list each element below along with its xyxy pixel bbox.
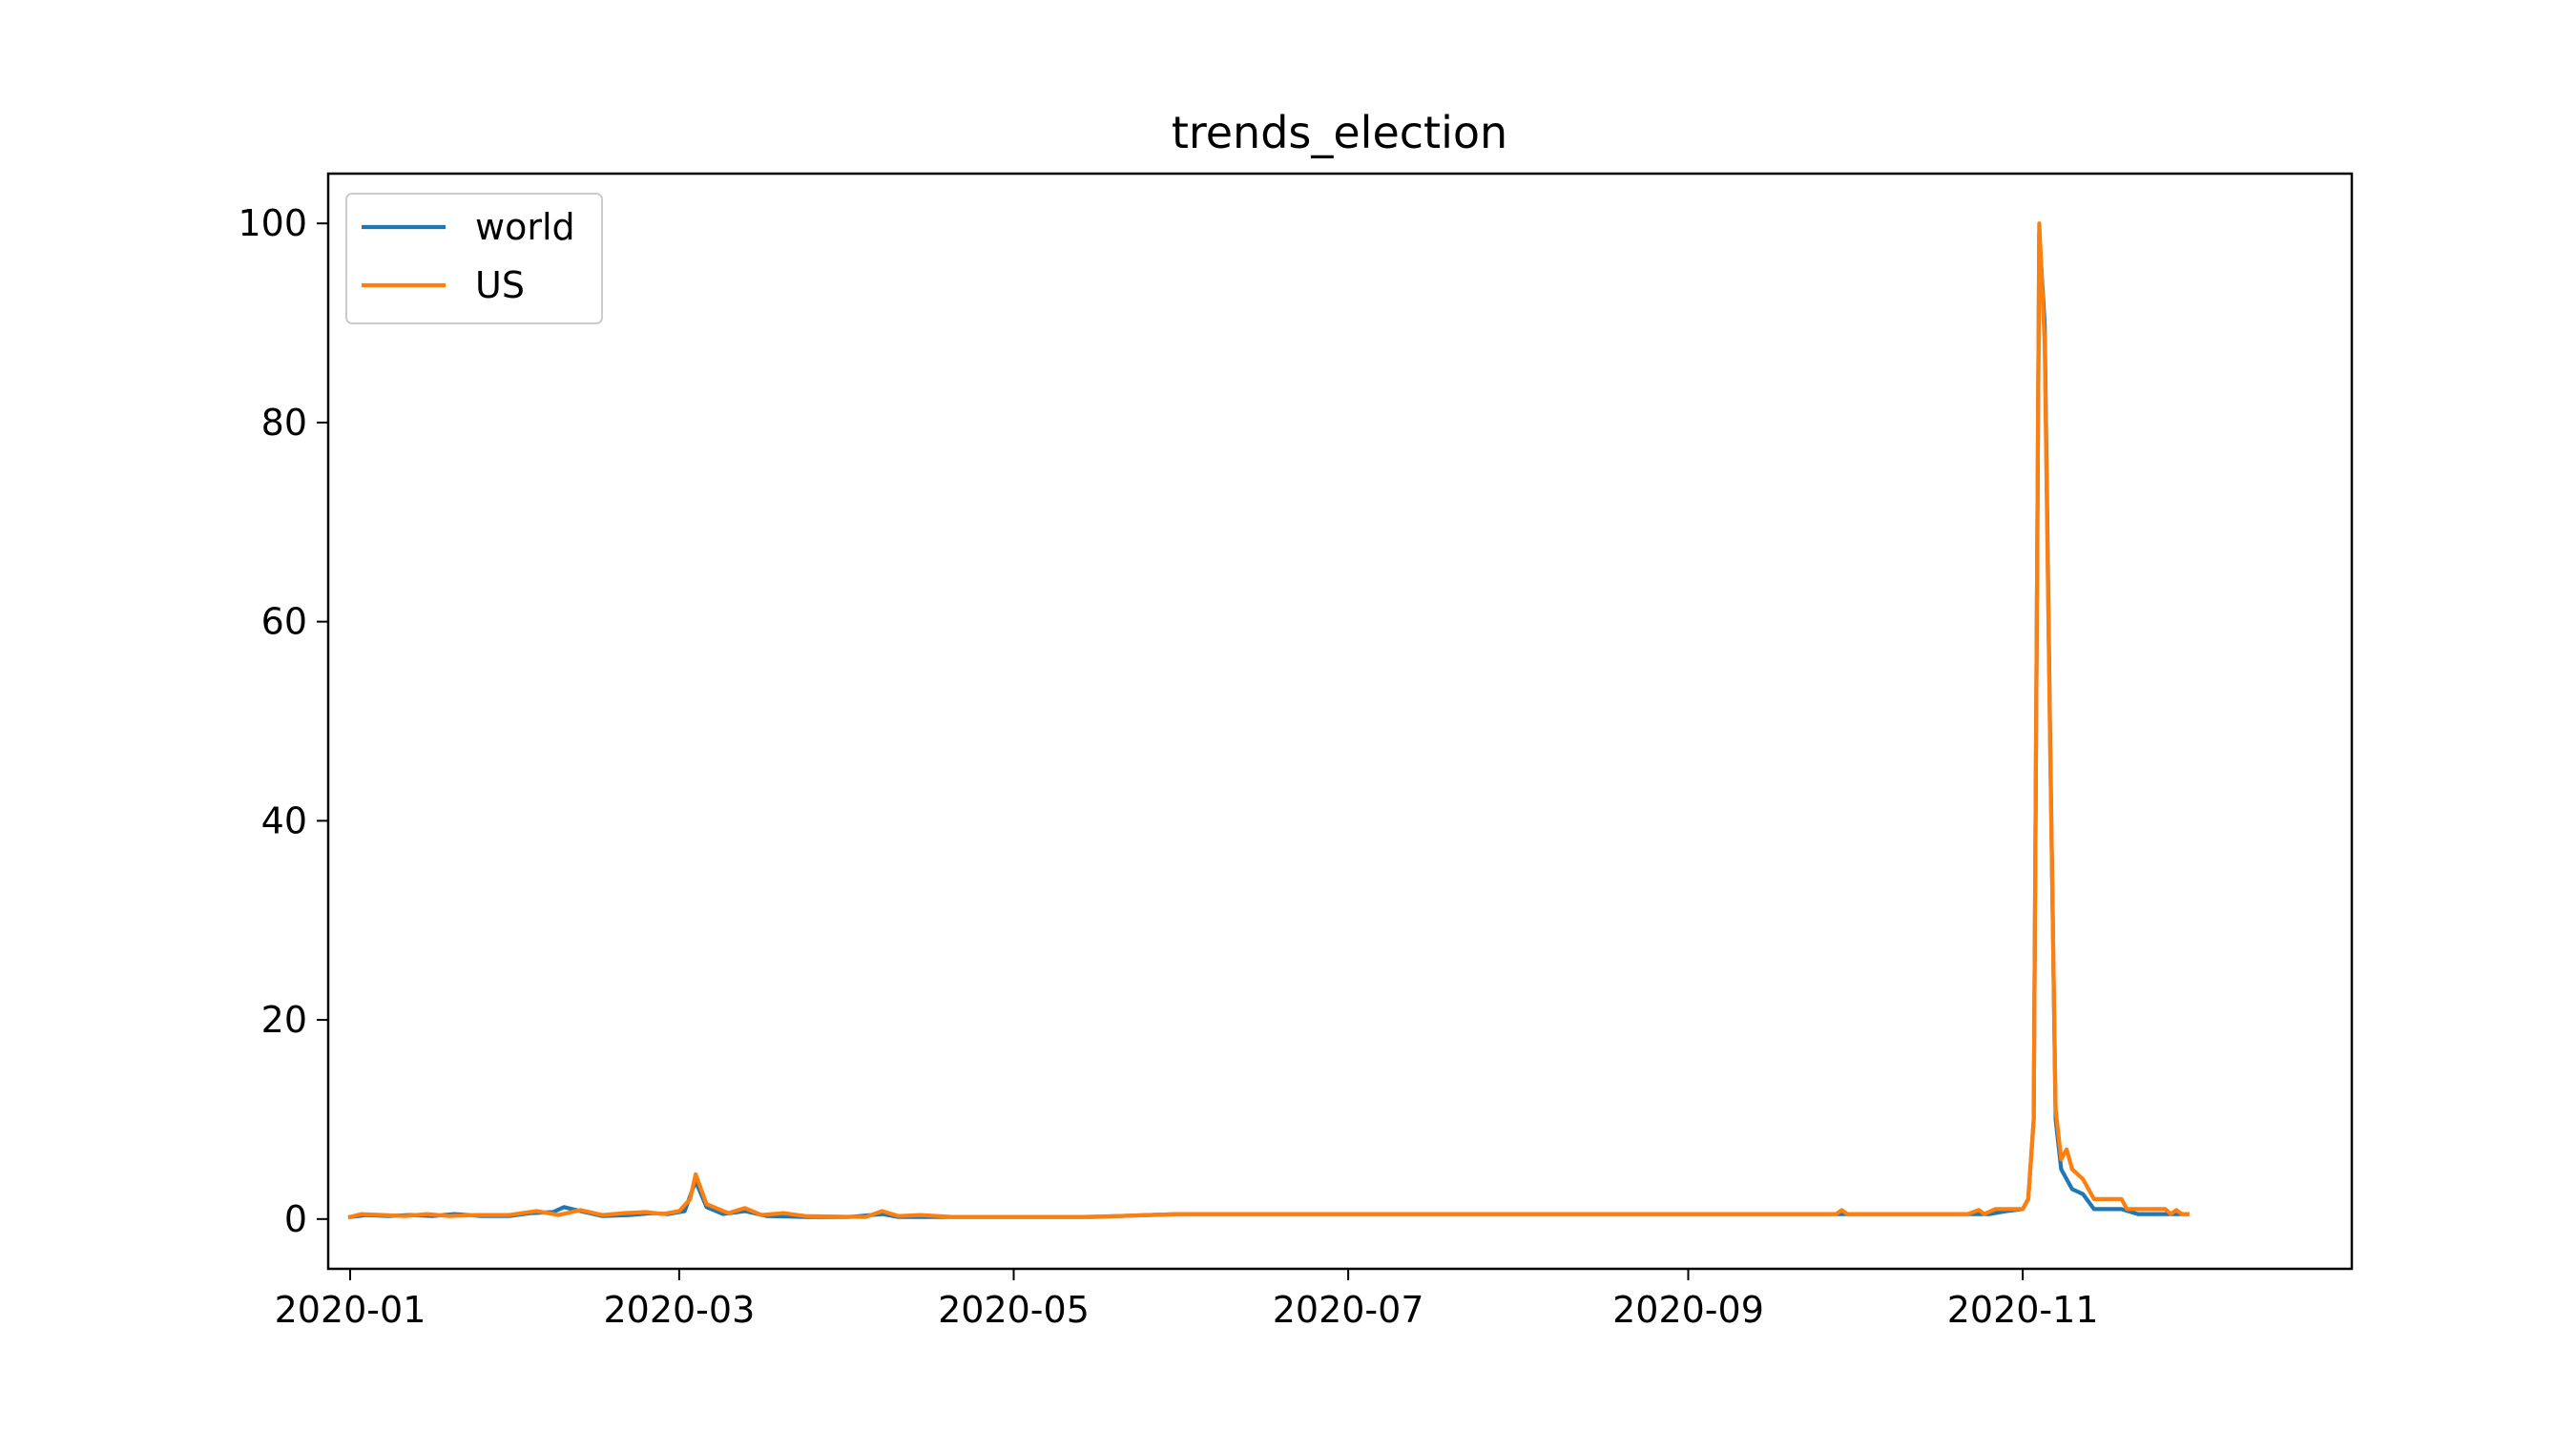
x-tick-label: 2020-07 [1273, 1289, 1424, 1331]
chart-title: trends_election [1172, 107, 1507, 158]
x-tick-label: 2020-01 [275, 1289, 426, 1331]
x-tick-label: 2020-03 [603, 1289, 755, 1331]
legend-label-us: US [475, 264, 525, 306]
y-tick-label: 40 [261, 799, 307, 841]
y-tick-label: 80 [261, 402, 307, 444]
x-tick-label: 2020-11 [1947, 1289, 2099, 1331]
series-line-us [347, 221, 2190, 1220]
series-layer [347, 221, 2190, 1220]
legend: world US [345, 193, 603, 324]
x-axis: 2020-01 2020-03 2020-05 2020-07 2020-09 2020-… [275, 1269, 2099, 1331]
x-tick-label: 2020-05 [938, 1289, 1090, 1331]
y-tick-label: 20 [261, 999, 307, 1041]
x-tick-label: 2020-09 [1612, 1289, 1764, 1331]
plot-frame [326, 172, 2354, 1271]
y-tick-label: 100 [238, 202, 307, 244]
y-tick-label: 0 [284, 1198, 307, 1240]
y-axis: 0 20 40 60 80 100 [238, 202, 328, 1240]
y-tick-label: 60 [261, 601, 307, 643]
legend-label-world: world [475, 206, 575, 248]
